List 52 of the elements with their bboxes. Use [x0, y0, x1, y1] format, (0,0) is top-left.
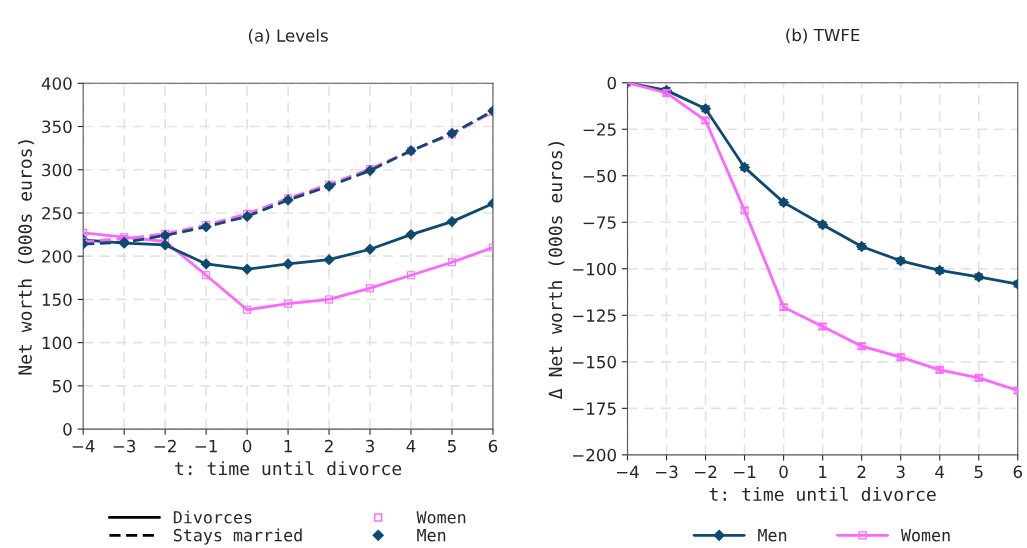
chart-title: (b) TWFE — [786, 28, 860, 44]
x-tick-label: 4 — [406, 440, 416, 453]
x-axis-title: t: time until divorce — [175, 461, 402, 476]
y-tick-label: −75 — [583, 216, 616, 229]
y-tick-label: 200 — [42, 250, 72, 263]
y-axis-title: Δ Net worth (000s euros) — [548, 142, 565, 399]
y-tick-label: −25 — [583, 123, 616, 136]
x-tick-label: 0 — [242, 439, 252, 453]
x-tick-label: 6 — [488, 439, 498, 453]
y-tick-label: 300 — [42, 163, 72, 177]
x-tick-label: 1 — [284, 440, 292, 453]
y-tick-label: 0 — [63, 423, 72, 436]
x-tick-label: 2 — [857, 465, 866, 478]
y-tick-label: 100 — [42, 336, 72, 350]
y-tick-label: 250 — [42, 206, 72, 220]
x-tick-label: 0 — [779, 465, 788, 479]
x-tick-label: −1 — [734, 465, 756, 478]
x-tick-label: −3 — [656, 465, 678, 479]
legend-label: Women — [900, 529, 950, 542]
y-tick-label: −200 — [573, 448, 616, 462]
y-tick-label: −100 — [573, 262, 616, 276]
y-axis-title: Net worth (000s euros) — [17, 140, 35, 375]
y-tick-label: 0 — [607, 76, 616, 90]
text: Stays married — [173, 528, 302, 545]
x-tick-label: 2 — [324, 439, 333, 453]
y-tick-label: −150 — [573, 355, 616, 369]
x-tick-label: 4 — [935, 465, 945, 478]
x-tick-label: 1 — [819, 465, 827, 478]
x-tick-label: −1 — [195, 440, 217, 453]
text: Divorces — [173, 510, 252, 524]
y-tick-label: −175 — [573, 402, 616, 415]
x-tick-label: 3 — [366, 439, 374, 453]
y-tick-label: 50 — [52, 379, 72, 393]
x-tick-label: 6 — [1013, 465, 1023, 479]
x-tick-label: 5 — [447, 440, 456, 453]
legend-label: Men — [417, 529, 446, 542]
x-tick-label: −3 — [113, 439, 136, 453]
legend-label: Men — [758, 529, 787, 542]
x-tick-label: −2 — [154, 439, 176, 453]
legend-label: Women — [416, 511, 466, 524]
chart-title: (a) Levels — [248, 28, 328, 44]
x-tick-label: 5 — [974, 465, 983, 479]
x-tick-label: −4 — [616, 465, 639, 478]
x-tick-label: 3 — [896, 465, 905, 479]
x-tick-label: −4 — [72, 440, 95, 453]
y-tick-label: −50 — [583, 169, 616, 183]
x-axis-title: t: time until divorce — [709, 486, 936, 502]
y-tick-label: 150 — [42, 293, 72, 306]
x-tick-label: −2 — [695, 465, 717, 478]
y-tick-label: −125 — [573, 309, 616, 322]
y-tick-label: 400 — [41, 77, 72, 90]
y-tick-label: 350 — [42, 120, 72, 134]
